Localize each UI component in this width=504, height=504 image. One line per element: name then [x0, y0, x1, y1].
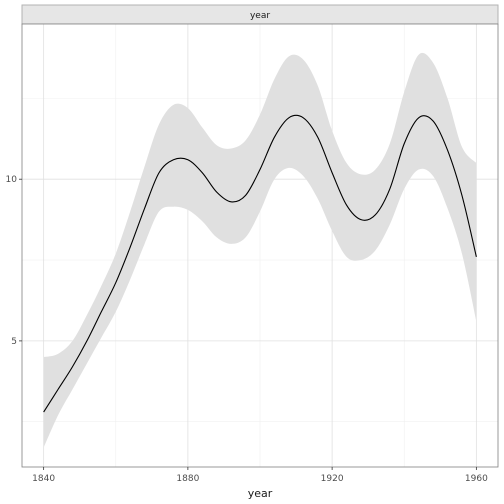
x-tick-label: 1840 — [32, 474, 55, 484]
panel-border — [21, 23, 499, 468]
smooth-line — [43, 114, 477, 413]
x-axis-title: year — [248, 487, 273, 500]
facet-strip-label: year — [250, 11, 270, 21]
x-tick-label: 1960 — [465, 474, 488, 484]
y-tick-label: 5 — [11, 337, 17, 347]
x-axis-ticks: 1840 1880 1920 1960 — [32, 467, 488, 484]
y-axis-ticks: 5 10 — [6, 175, 22, 347]
confidence-ribbon — [43, 52, 477, 448]
y-tick-label: 10 — [6, 175, 18, 185]
x-tick-label: 1880 — [176, 474, 199, 484]
x-tick-label: 1920 — [321, 474, 344, 484]
